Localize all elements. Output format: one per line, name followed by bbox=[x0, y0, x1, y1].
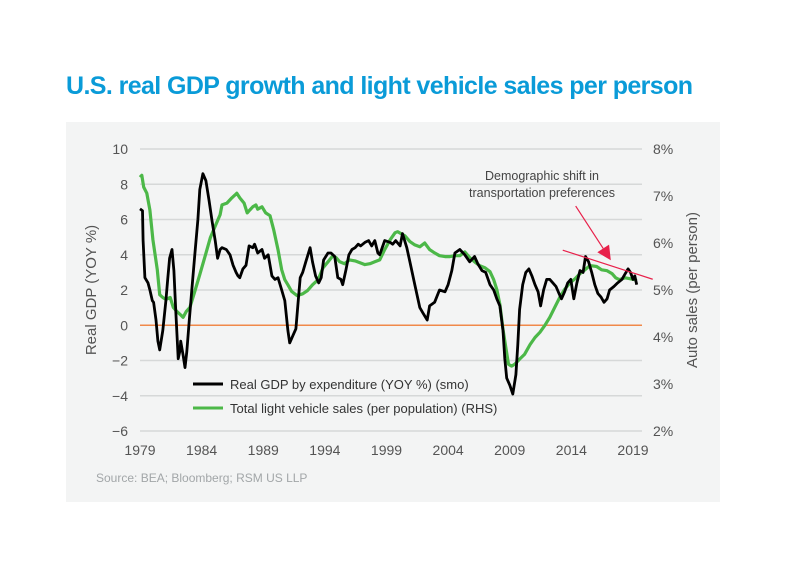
annotation-arrow-shaft bbox=[575, 205, 604, 249]
annotation: Demographic shift in transportation pref… bbox=[469, 169, 653, 280]
legend: Real GDP by expenditure (YOY %) (smo) To… bbox=[193, 377, 497, 416]
x-tick-label: 2004 bbox=[433, 442, 464, 458]
y-axis-right-ticks: 8% 7% 6% 5% 4% 3% 2% bbox=[653, 141, 673, 439]
annotation-text-line-1: Demographic shift in bbox=[485, 169, 599, 183]
y-axis-left-ticks: 10 8 6 4 2 0 −2 −4 −6 bbox=[112, 141, 128, 439]
y-axis-left-title: Real GDP (YOY %) bbox=[83, 225, 100, 355]
series-line-real-gdp bbox=[139, 172, 639, 396]
x-tick-label: 1984 bbox=[186, 442, 217, 458]
y-right-tick-label: 5% bbox=[653, 282, 673, 298]
y-tick-label: 8 bbox=[120, 176, 128, 192]
chart-title: U.S. real GDP growth and light vehicle s… bbox=[66, 72, 693, 100]
y-right-tick-label: 2% bbox=[653, 423, 673, 439]
annotation-text-line-2: transportation preferences bbox=[469, 186, 615, 200]
y-tick-label: 10 bbox=[112, 141, 128, 157]
legend-label-real-gdp: Real GDP by expenditure (YOY %) (smo) bbox=[230, 377, 469, 392]
x-tick-label: 1979 bbox=[124, 442, 155, 458]
gridlines bbox=[140, 148, 642, 432]
y-tick-label: 0 bbox=[120, 317, 128, 333]
y-right-tick-label: 6% bbox=[653, 235, 673, 251]
y-tick-label: −6 bbox=[112, 423, 128, 439]
x-tick-label: 1994 bbox=[309, 442, 340, 458]
y-right-tick-label: 4% bbox=[653, 329, 673, 345]
y-right-tick-label: 7% bbox=[653, 188, 673, 204]
x-tick-label: 2019 bbox=[617, 442, 648, 458]
y-axis-right-title: Auto sales (per person) bbox=[684, 212, 701, 368]
x-tick-label: 2009 bbox=[494, 442, 525, 458]
x-tick-label: 1989 bbox=[248, 442, 279, 458]
source-note: Source: BEA; Bloomberg; RSM US LLP bbox=[96, 471, 308, 485]
x-tick-label: 2014 bbox=[556, 442, 587, 458]
y-tick-label: −2 bbox=[112, 353, 128, 369]
y-tick-label: 6 bbox=[120, 212, 128, 228]
annotation-trend-line bbox=[562, 249, 653, 280]
legend-label-auto-sales: Total light vehicle sales (per populatio… bbox=[230, 401, 497, 416]
y-tick-label: −4 bbox=[112, 388, 128, 404]
y-right-tick-label: 8% bbox=[653, 141, 673, 157]
annotation-arrow-head-icon bbox=[597, 244, 611, 261]
y-tick-label: 2 bbox=[120, 282, 128, 298]
x-axis-ticks: 1979 1984 1989 1994 1999 2004 2009 2014 2019 bbox=[124, 442, 648, 458]
series-line-auto-sales bbox=[138, 173, 638, 368]
y-right-tick-label: 3% bbox=[653, 376, 673, 392]
x-tick-label: 1999 bbox=[371, 442, 402, 458]
y-tick-label: 4 bbox=[120, 247, 128, 263]
